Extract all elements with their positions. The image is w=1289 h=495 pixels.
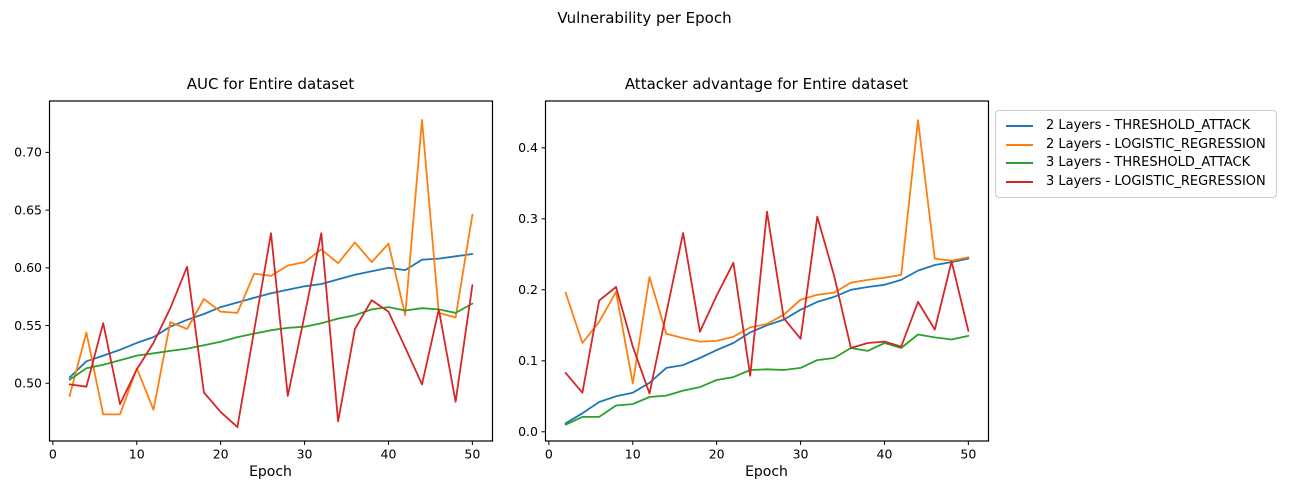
x-tick-label: 40 <box>381 447 397 462</box>
legend-item: 2 Layers - THRESHOLD_ATTACK <box>1006 118 1266 134</box>
y-tick-label: 0.55 <box>14 318 42 333</box>
y-tick-label: 0.1 <box>518 353 538 368</box>
series-line-3-layers-logistic-regression <box>68 232 474 429</box>
legend-item-label: 3 Layers - LOGISTIC_REGRESSION <box>1046 173 1266 189</box>
series-line-3-layers-threshold-attack <box>68 302 474 381</box>
x-tick-label: 50 <box>960 447 976 462</box>
series-line-3-layers-logistic-regression <box>564 210 970 395</box>
legend-line-sample <box>1006 143 1033 146</box>
legend-item-label: 2 Layers - LOGISTIC_REGRESSION <box>1046 136 1266 152</box>
y-tick-label: 0.65 <box>14 202 42 217</box>
legend-line-sample <box>1006 162 1033 165</box>
y-tick-label: 0.70 <box>14 145 42 160</box>
advantage-chart: 0 10 20 30 40 50 0.0 0.1 0.2 0.3 0.4 <box>518 100 990 462</box>
legend-line-sample <box>1006 125 1033 127</box>
y-tick-label: 0.3 <box>518 211 538 226</box>
legend-line-sample <box>1006 180 1033 183</box>
y-tick-label: 0.2 <box>518 282 538 297</box>
series-line-2-layers-threshold-attack <box>564 257 970 425</box>
series-line-2-layers-threshold-attack <box>68 253 474 379</box>
advantage-chart-xlabel: Epoch <box>745 464 788 480</box>
axes-frame <box>544 100 990 442</box>
y-tick-label: 0.4 <box>518 140 538 155</box>
advantage-chart-title: Attacker advantage for Entire dataset <box>624 75 909 93</box>
axes-frame <box>48 100 494 442</box>
x-tick-label: 50 <box>464 447 480 462</box>
legend-item: 3 Layers - LOGISTIC_REGRESSION <box>1006 174 1266 190</box>
figure-title: Vulnerability per Epoch <box>557 9 732 27</box>
x-tick-label: 30 <box>297 447 313 462</box>
auc-chart-xlabel: Epoch <box>249 464 292 480</box>
series-line-2-layers-logistic-regression <box>68 119 474 416</box>
auc-chart-title: AUC for Entire dataset <box>186 75 355 93</box>
x-tick-label: 10 <box>625 447 641 462</box>
x-tick-label: 20 <box>213 447 229 462</box>
legend-item-label: 2 Layers - THRESHOLD_ATTACK <box>1046 118 1251 133</box>
x-tick-label: 0 <box>545 447 553 462</box>
legend-item: 2 Layers - LOGISTIC_REGRESSION <box>1006 137 1266 153</box>
x-tick-label: 40 <box>877 447 893 462</box>
series-line-3-layers-threshold-attack <box>564 333 970 426</box>
x-tick-label: 20 <box>709 447 725 462</box>
x-tick-label: 30 <box>793 447 809 462</box>
y-tick-label: 0.50 <box>14 376 42 391</box>
legend: 2 Layers - THRESHOLD_ATTACK 2 Layers - LO… <box>995 110 1277 198</box>
auc-chart: 0 10 20 30 40 50 0.50 0.55 0.60 0.65 0.70 <box>14 100 494 462</box>
legend-item: 3 Layers - THRESHOLD_ATTACK <box>1006 155 1266 171</box>
y-tick-label: 0.60 <box>14 260 42 275</box>
y-tick-label: 0.0 <box>518 424 538 439</box>
x-tick-label: 0 <box>49 447 57 462</box>
series-line-2-layers-logistic-regression <box>564 119 970 385</box>
legend-item-label: 3 Layers - THRESHOLD_ATTACK <box>1046 155 1251 171</box>
x-tick-label: 10 <box>129 447 145 462</box>
